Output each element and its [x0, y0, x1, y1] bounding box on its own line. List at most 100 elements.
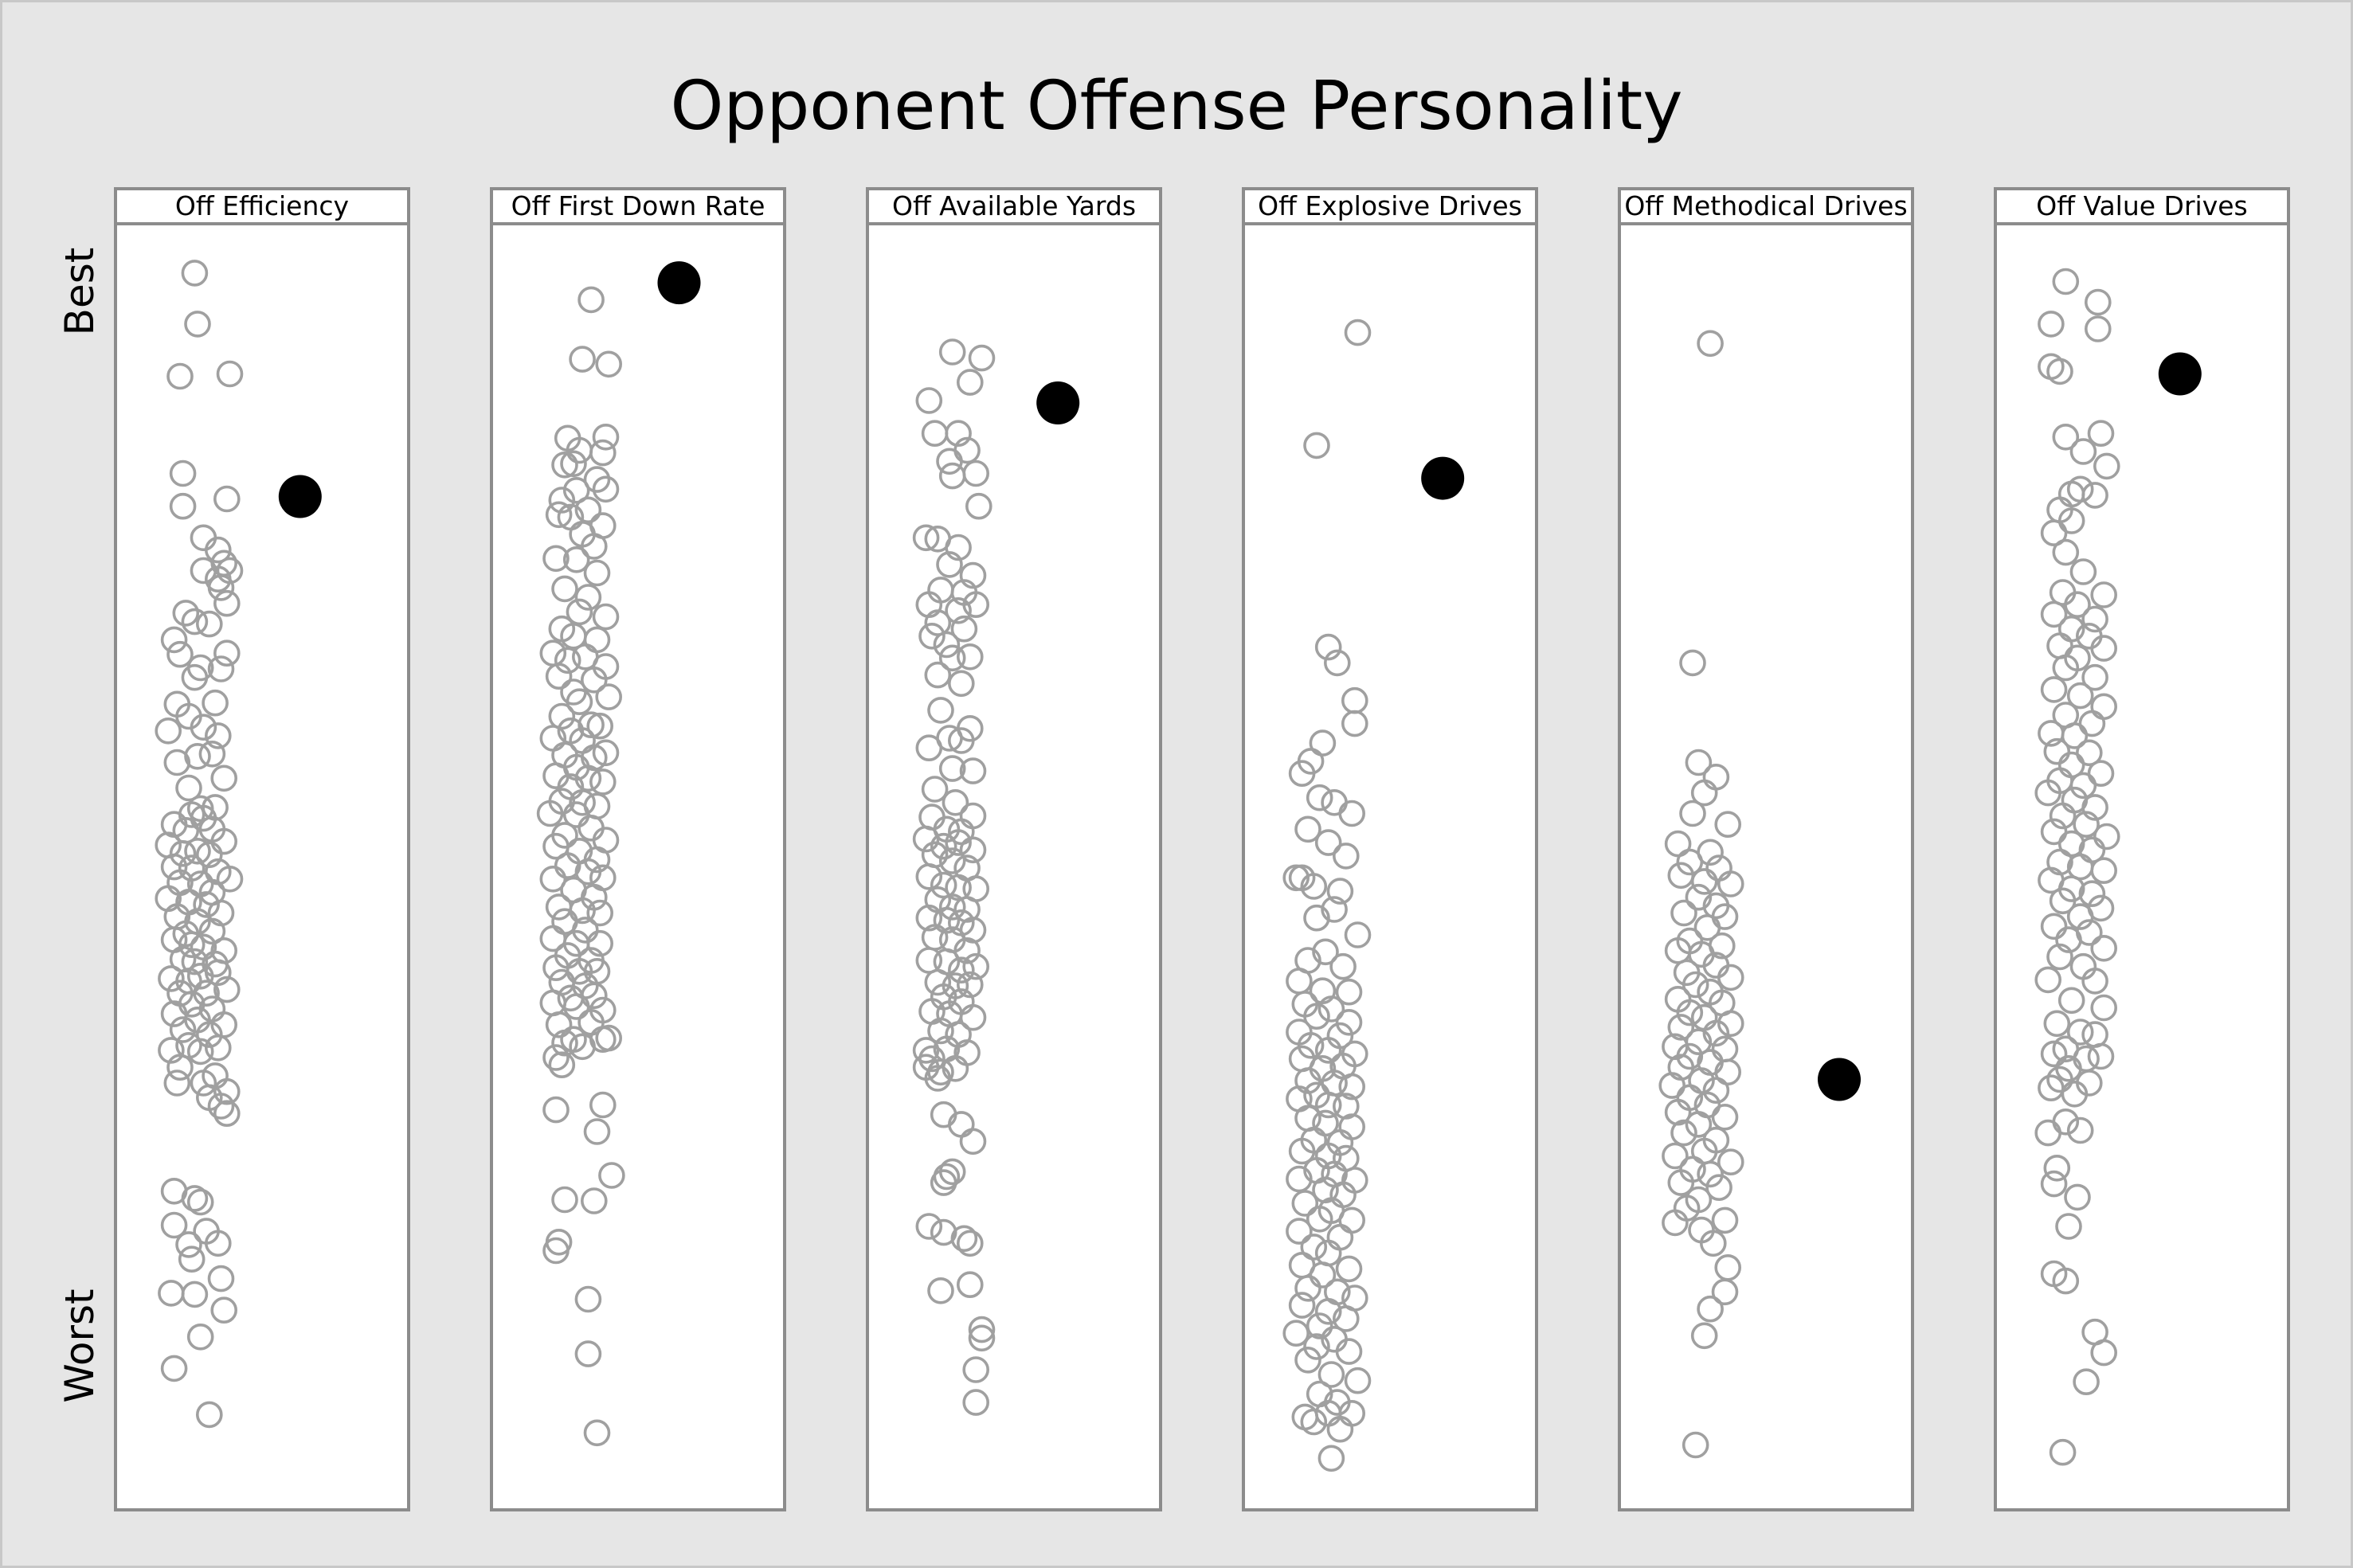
data-point	[927, 1058, 954, 1086]
data-point	[912, 524, 940, 552]
data-point	[551, 1029, 578, 1057]
data-point	[953, 937, 981, 964]
data-point	[186, 1324, 214, 1351]
data-point	[184, 311, 211, 338]
data-point	[2034, 966, 2061, 994]
data-point	[2052, 268, 2080, 295]
data-point	[957, 1271, 984, 1298]
data-point	[2046, 1066, 2073, 1093]
data-point	[580, 666, 608, 694]
data-point	[548, 487, 576, 514]
data-point	[1682, 1431, 1709, 1459]
data-point	[2090, 857, 2117, 884]
highlight-point	[2158, 352, 2202, 396]
data-point	[1309, 1261, 1337, 1288]
data-point	[195, 1401, 223, 1429]
data-point	[571, 917, 599, 944]
data-point	[1697, 1160, 1724, 1188]
data-point	[158, 1037, 185, 1064]
data-point	[1700, 1230, 1727, 1257]
data-point	[210, 827, 238, 855]
data-point	[213, 589, 241, 617]
data-point	[551, 575, 578, 603]
data-point	[927, 1277, 954, 1304]
data-point	[1291, 1190, 1319, 1217]
data-point	[595, 350, 623, 378]
data-point	[204, 959, 232, 987]
data-point	[962, 1389, 989, 1416]
data-point	[927, 1017, 954, 1045]
data-point	[539, 866, 567, 893]
data-point	[2064, 1183, 2091, 1211]
data-point	[562, 993, 590, 1020]
data-point	[181, 1185, 209, 1212]
panel-label: Off Available Yards	[892, 190, 1136, 221]
data-point	[195, 841, 223, 869]
data-point	[577, 286, 605, 314]
data-point	[968, 1324, 996, 1352]
data-point	[2040, 1040, 2068, 1068]
panel-plot-area	[1618, 222, 1914, 1511]
data-point	[948, 727, 975, 754]
data-point	[918, 622, 946, 650]
highlight-point	[1818, 1058, 1861, 1101]
data-point	[2052, 423, 2080, 451]
data-point	[166, 640, 194, 668]
panel-plot-area	[866, 222, 1162, 1511]
data-point	[172, 600, 200, 627]
data-point	[915, 387, 943, 414]
data-point	[592, 475, 620, 503]
data-point	[1317, 1445, 1345, 1472]
panel-header	[1242, 187, 1538, 225]
panel: Off Methodical Drives	[1618, 187, 1914, 1511]
data-point	[1662, 1142, 1689, 1170]
data-point	[2069, 438, 2097, 465]
data-point	[169, 840, 197, 867]
data-point	[202, 689, 229, 717]
data-point	[1670, 1119, 1697, 1147]
data-point	[1326, 878, 1354, 905]
data-point	[2078, 880, 2106, 907]
data-point	[938, 644, 966, 672]
data-point	[1312, 1176, 1339, 1204]
data-point	[554, 647, 581, 675]
data-point	[160, 853, 188, 881]
data-point	[2085, 288, 2112, 316]
data-point	[210, 1296, 238, 1324]
data-point	[1314, 829, 1342, 856]
data-point	[2069, 558, 2097, 585]
data-point	[569, 1033, 596, 1061]
data-point	[2090, 935, 2117, 962]
data-point	[1314, 1037, 1342, 1064]
data-point	[580, 1187, 608, 1214]
data-point	[1306, 1206, 1333, 1233]
data-point	[1335, 978, 1363, 1006]
panel: Off Value Drives	[1994, 187, 2290, 1511]
data-point	[178, 1245, 206, 1273]
data-point	[2043, 1010, 2071, 1038]
data-point	[160, 626, 188, 654]
data-point	[959, 757, 987, 784]
data-point	[1329, 952, 1357, 980]
data-point	[545, 1011, 573, 1038]
panel-header	[866, 187, 1162, 225]
data-point	[933, 1163, 961, 1191]
data-point	[1286, 1218, 1313, 1245]
data-point	[930, 832, 957, 860]
data-point	[2081, 663, 2108, 691]
data-point	[1344, 319, 1372, 346]
data-point	[1662, 1209, 1689, 1237]
panel: Off Explosive Drives	[1242, 187, 1538, 1511]
data-point	[184, 742, 211, 770]
data-point	[2046, 943, 2073, 971]
data-point	[965, 492, 992, 520]
data-point	[1670, 899, 1697, 927]
data-point	[1693, 914, 1721, 941]
data-point	[574, 1285, 602, 1313]
data-point	[1667, 1014, 1695, 1041]
data-point	[1303, 432, 1330, 459]
data-point	[938, 462, 966, 490]
data-point	[204, 722, 232, 749]
data-point	[536, 800, 564, 827]
